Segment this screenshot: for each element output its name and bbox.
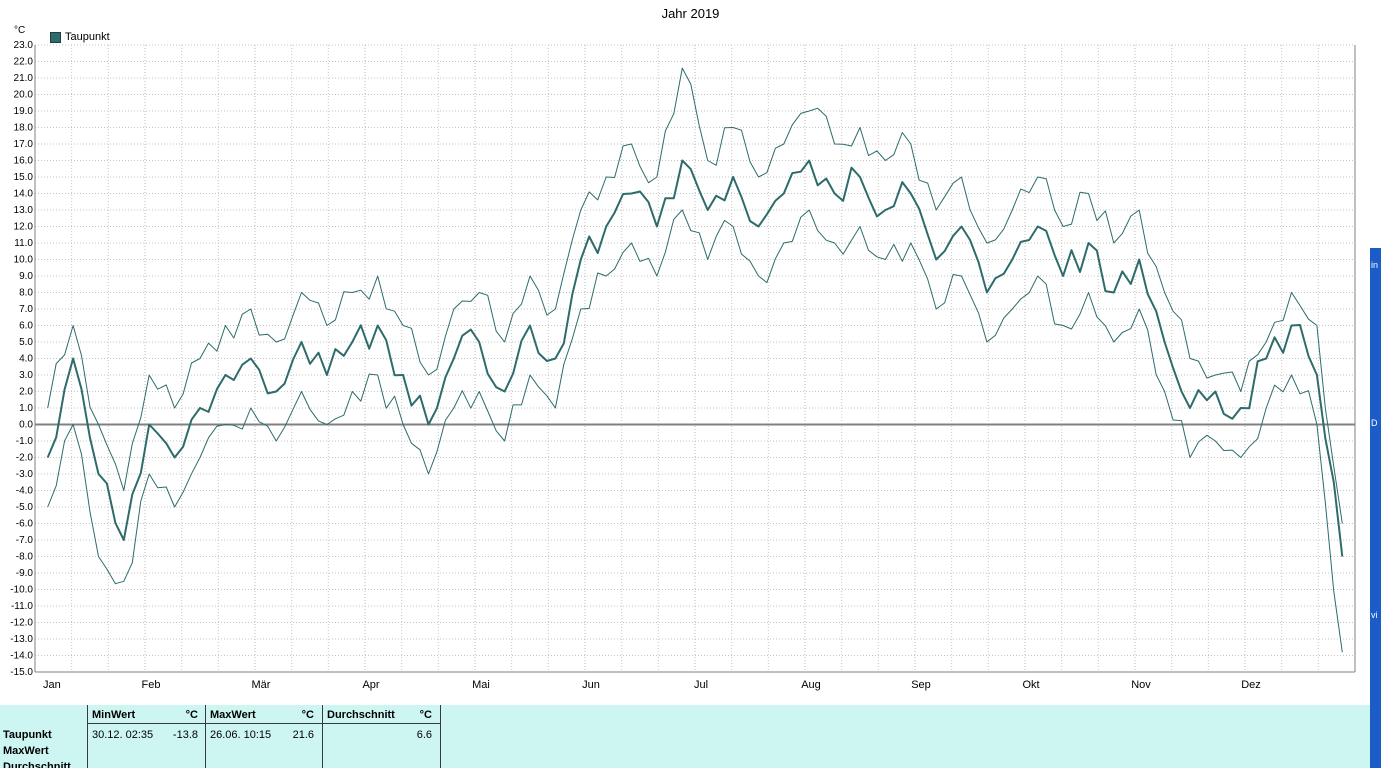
x-tick-label: Dez: [1241, 679, 1261, 691]
x-tick-label: Jan: [43, 679, 61, 691]
y-tick-label: 0.0: [19, 420, 33, 431]
y-tick-label: -11.0: [11, 601, 33, 612]
taupunkt-max-time: 26.06. 10:15: [210, 729, 272, 741]
taupunkt-max-value: 21.6: [292, 729, 314, 741]
y-tick-label: -4.0: [16, 486, 34, 497]
y-tick-label: -3.0: [16, 469, 34, 480]
col-unit-minwert: °C: [185, 709, 198, 721]
y-tick-label: 10.0: [14, 255, 34, 266]
table-column-separator: [87, 705, 88, 768]
table-header-underline: [87, 723, 441, 724]
y-tick-label: -6.0: [16, 519, 34, 530]
y-tick-label: 3.0: [19, 370, 33, 381]
page-title: Jahr 2019: [661, 6, 720, 21]
taupunkt-series-line: [46, 159, 1344, 557]
table-column-separator: [440, 705, 441, 768]
y-axis-unit-label: °C: [14, 25, 26, 36]
y-tick-label: 22.0: [14, 57, 34, 68]
row-label-taupunkt: Taupunkt: [3, 729, 52, 741]
y-tick-label: 20.0: [14, 90, 34, 101]
table-column-separator: [322, 705, 323, 768]
y-tick-label: -13.0: [10, 634, 33, 645]
y-tick-label: 19.0: [14, 106, 34, 117]
y-tick-label: -1.0: [16, 436, 34, 447]
y-tick-label: -9.0: [16, 568, 34, 579]
taupunkt-avg-value: 6.6: [416, 729, 432, 741]
y-tick-label: 8.0: [19, 288, 33, 299]
col-unit-durchschnitt: °C: [419, 709, 432, 721]
y-tick-label: 7.0: [19, 304, 33, 315]
taupunkt-series-line: [47, 209, 1343, 653]
legend: Taupunkt: [50, 31, 110, 43]
background-window-strip[interactable]: in D vi: [1370, 248, 1381, 768]
x-tick-label: Jul: [694, 679, 708, 691]
x-tick-label: Aug: [801, 679, 821, 691]
x-tick-label: Mai: [472, 679, 490, 691]
y-tick-label: 14.0: [14, 189, 34, 200]
x-tick-label: Jun: [582, 679, 600, 691]
row-label-maxwert: MaxWert: [3, 745, 49, 757]
taupunkt-min-time: 30.12. 02:35: [92, 729, 154, 741]
y-tick-label: 23.0: [14, 40, 34, 51]
y-tick-label: 9.0: [19, 271, 33, 282]
y-tick-label: 17.0: [14, 139, 34, 150]
y-tick-label: 16.0: [14, 156, 34, 167]
legend-label: Taupunkt: [65, 31, 110, 43]
x-tick-label: Okt: [1022, 679, 1039, 691]
table-column-separator: [205, 705, 206, 768]
y-tick-label: 5.0: [19, 337, 33, 348]
y-tick-label: 21.0: [14, 73, 34, 84]
y-tick-label: -5.0: [16, 502, 34, 513]
y-tick-label: 4.0: [19, 354, 33, 365]
y-tick-label: -2.0: [16, 453, 34, 464]
stats-table: MinWert °C MaxWert °C Durchschnitt °C Ta…: [0, 705, 1381, 768]
y-tick-label: 11.0: [14, 238, 33, 249]
col-unit-maxwert: °C: [301, 709, 314, 721]
y-tick-label: 15.0: [14, 172, 34, 183]
cutoff-text-fragment: D: [1371, 418, 1378, 428]
x-tick-label: Sep: [911, 679, 931, 691]
dewpoint-year-chart: 23.0 22.0 21.0 20.0 19.0 18.0 17.0 16.0 15.0 14.0…: [10, 40, 1356, 691]
y-tick-label: 12.0: [14, 222, 34, 233]
y-tick-label: 1.0: [19, 403, 33, 414]
x-tick-label: Mär: [252, 679, 271, 691]
y-tick-label: 18.0: [14, 123, 34, 134]
y-tick-label: -10.0: [10, 585, 33, 596]
legend-color-icon: [50, 31, 61, 43]
cutoff-text-fragment: in: [1371, 260, 1379, 270]
col-header-minwert: MinWert: [92, 709, 136, 721]
y-tick-label: -7.0: [16, 535, 34, 546]
taupunkt-series-line: [47, 67, 1343, 524]
cutoff-text-fragment: vi: [1371, 610, 1378, 620]
x-tick-label: Feb: [142, 679, 161, 691]
x-tick-label: Apr: [362, 679, 379, 691]
y-tick-label: -12.0: [10, 618, 33, 629]
y-tick-label: -8.0: [16, 552, 34, 563]
y-tick-label: 2.0: [19, 387, 33, 398]
y-tick-label: 13.0: [14, 205, 34, 216]
y-tick-label: -14.0: [10, 651, 33, 662]
col-header-durchschnitt: Durchschnitt: [327, 709, 395, 721]
col-header-maxwert: MaxWert: [210, 709, 256, 721]
y-tick-label: 6.0: [19, 321, 33, 332]
x-tick-label: Nov: [1131, 679, 1151, 691]
y-tick-label: -15.0: [10, 667, 33, 678]
taupunkt-min-value: -13.8: [172, 729, 198, 741]
row-label-durchschnitt: Durchschnitt: [3, 761, 71, 768]
